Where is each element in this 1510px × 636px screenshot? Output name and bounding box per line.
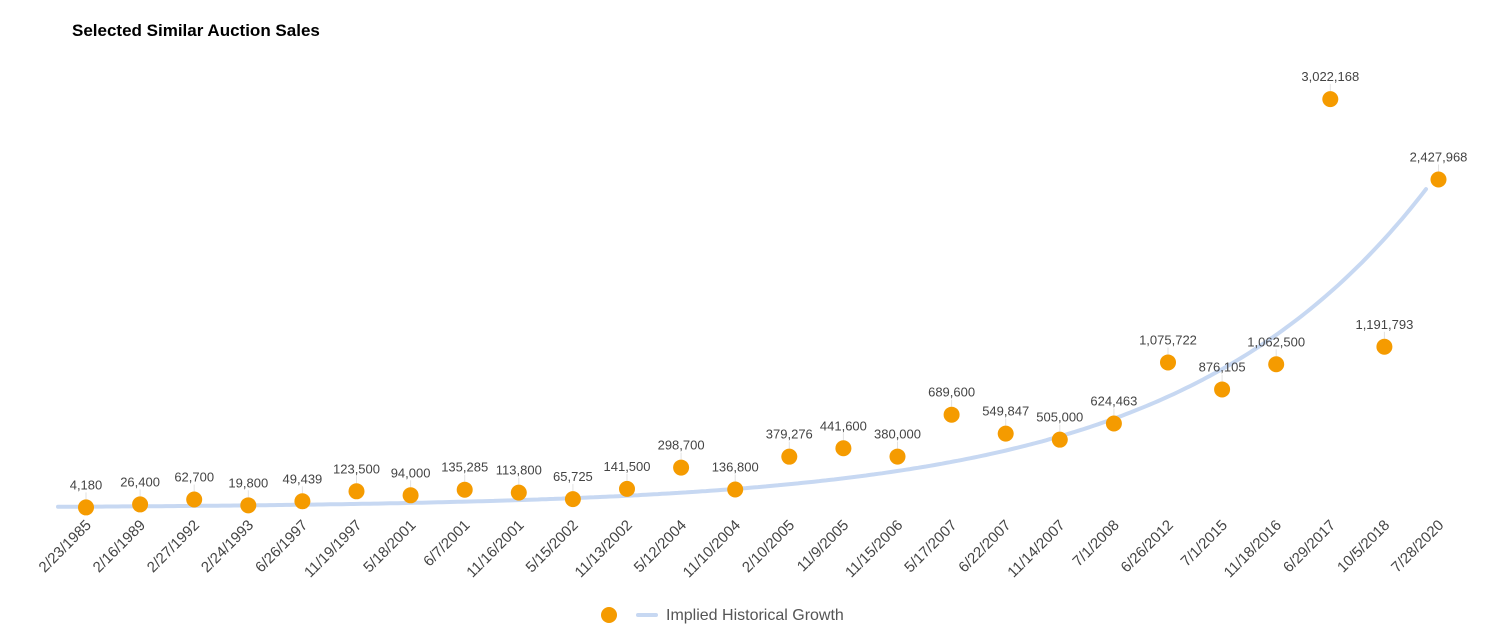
data-point: [78, 499, 94, 516]
data-label: 2,427,968: [1410, 150, 1468, 165]
legend: Implied Historical Growth: [601, 607, 844, 624]
x-tick-label: 7/28/2020: [1388, 517, 1447, 576]
data-point: [456, 481, 473, 498]
data-label: 549,847: [982, 404, 1029, 419]
x-tick-label: 11/19/1997: [301, 517, 365, 581]
data-label: 123,500: [333, 461, 380, 476]
legend-label-growth: Implied Historical Growth: [666, 607, 844, 624]
data-label: 135,285: [441, 460, 488, 475]
data-label: 876,105: [1199, 359, 1246, 374]
data-label: 94,000: [391, 465, 431, 480]
data-label: 113,800: [496, 463, 542, 478]
data-point: [1160, 354, 1176, 371]
x-tick-label: 11/10/2004: [680, 517, 744, 581]
data-point: [348, 483, 365, 500]
x-tick-label: 7/1/2008: [1069, 517, 1122, 570]
data-label: 441,600: [820, 418, 867, 433]
data-point: [997, 425, 1014, 442]
x-tick-label: 11/18/2016: [1221, 517, 1285, 581]
data-label: 19,800: [228, 475, 268, 490]
x-tick-label: 5/18/2001: [360, 517, 419, 576]
data-label: 62,700: [174, 470, 214, 485]
chart-title: Selected Similar Auction Sales: [72, 21, 320, 40]
data-point: [132, 496, 149, 513]
data-label: 1,075,722: [1139, 332, 1197, 347]
data-point: [402, 487, 419, 504]
data-point: [1214, 381, 1231, 398]
data-point: [619, 480, 635, 497]
x-tick-label: 11/14/2007: [1004, 517, 1068, 581]
data-point: [294, 493, 311, 510]
data-label: 298,700: [658, 438, 705, 453]
x-tick-label: 2/24/1993: [198, 517, 257, 576]
data-label: 26,400: [120, 474, 160, 489]
data-point: [240, 497, 257, 514]
x-tick-label: 11/16/2001: [463, 517, 527, 581]
data-label: 380,000: [874, 427, 921, 442]
data-point: [1430, 171, 1447, 188]
data-point: [673, 459, 690, 476]
data-label: 689,600: [928, 385, 975, 400]
data-point: [1051, 431, 1068, 448]
data-point: [943, 406, 960, 423]
data-point: [1376, 338, 1393, 355]
x-tick-label: 2/16/1989: [90, 517, 149, 576]
data-label: 624,463: [1090, 394, 1137, 409]
data-point: [727, 481, 744, 498]
data-label: 505,000: [1036, 410, 1083, 425]
x-tick-label: 7/1/2015: [1178, 517, 1231, 570]
data-point: [781, 448, 798, 465]
data-label: 49,439: [283, 471, 323, 486]
data-point: [1105, 415, 1122, 432]
data-label: 379,276: [766, 427, 813, 442]
x-tick-label: 5/17/2007: [901, 517, 960, 576]
data-label: 4,180: [70, 477, 103, 492]
x-tick-label: 11/13/2002: [572, 517, 636, 581]
legend-marker-sales: [601, 607, 617, 623]
data-point: [835, 440, 852, 457]
leader-layer: [85, 84, 1439, 500]
data-point: [186, 491, 203, 508]
label-layer: 4,180 26,400 62,700 19,800 49,439 123,500 94,0…: [70, 69, 1468, 492]
data-point: [1322, 91, 1339, 108]
data-point: [510, 484, 527, 501]
x-tick-label: 10/5/2018: [1334, 517, 1393, 576]
data-label: 3,022,168: [1301, 69, 1359, 84]
x-tick-label: 11/15/2006: [842, 517, 906, 581]
data-label: 1,191,793: [1355, 317, 1413, 332]
point-layer: [78, 91, 1447, 516]
x-tick-label: 6/29/2017: [1280, 517, 1339, 576]
data-label: 1,062,500: [1247, 334, 1305, 349]
data-label: 136,800: [712, 459, 759, 474]
x-tick-label: 2/27/1992: [144, 517, 203, 576]
x-tick-label: 6/26/2012: [1118, 517, 1177, 576]
x-tick-label: 6/7/2001: [420, 517, 473, 570]
data-point: [564, 491, 581, 508]
data-label: 141,500: [604, 459, 651, 474]
data-point: [889, 448, 906, 465]
data-point: [1268, 356, 1285, 373]
x-tick-label: 2/23/1985: [36, 517, 95, 576]
x-tick-label: 2/10/2005: [739, 517, 798, 576]
data-label: 65,725: [553, 469, 593, 484]
